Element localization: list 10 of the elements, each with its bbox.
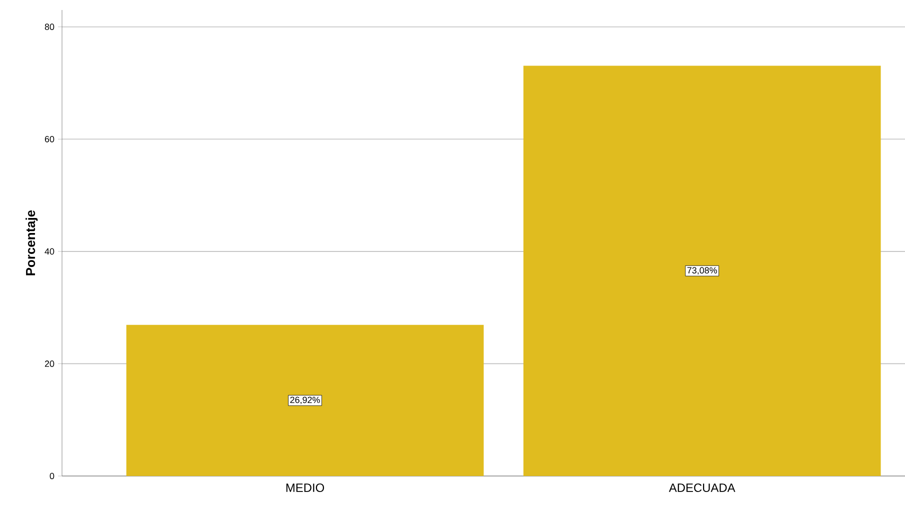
y-axis-title: Porcentaje	[26, 210, 38, 276]
x-tick-label: MEDIO	[286, 484, 324, 492]
y-tick-label: 60	[44, 136, 54, 142]
x-tick-label: ADECUADA	[668, 484, 736, 492]
y-tick-label: 0	[50, 472, 54, 480]
data-label: 26,92%	[290, 396, 320, 404]
data-label: 73,08%	[687, 267, 717, 275]
y-tick-label: 20	[44, 360, 54, 367]
y-tick-label: 80	[44, 24, 54, 30]
y-tick-label: 40	[44, 248, 54, 255]
